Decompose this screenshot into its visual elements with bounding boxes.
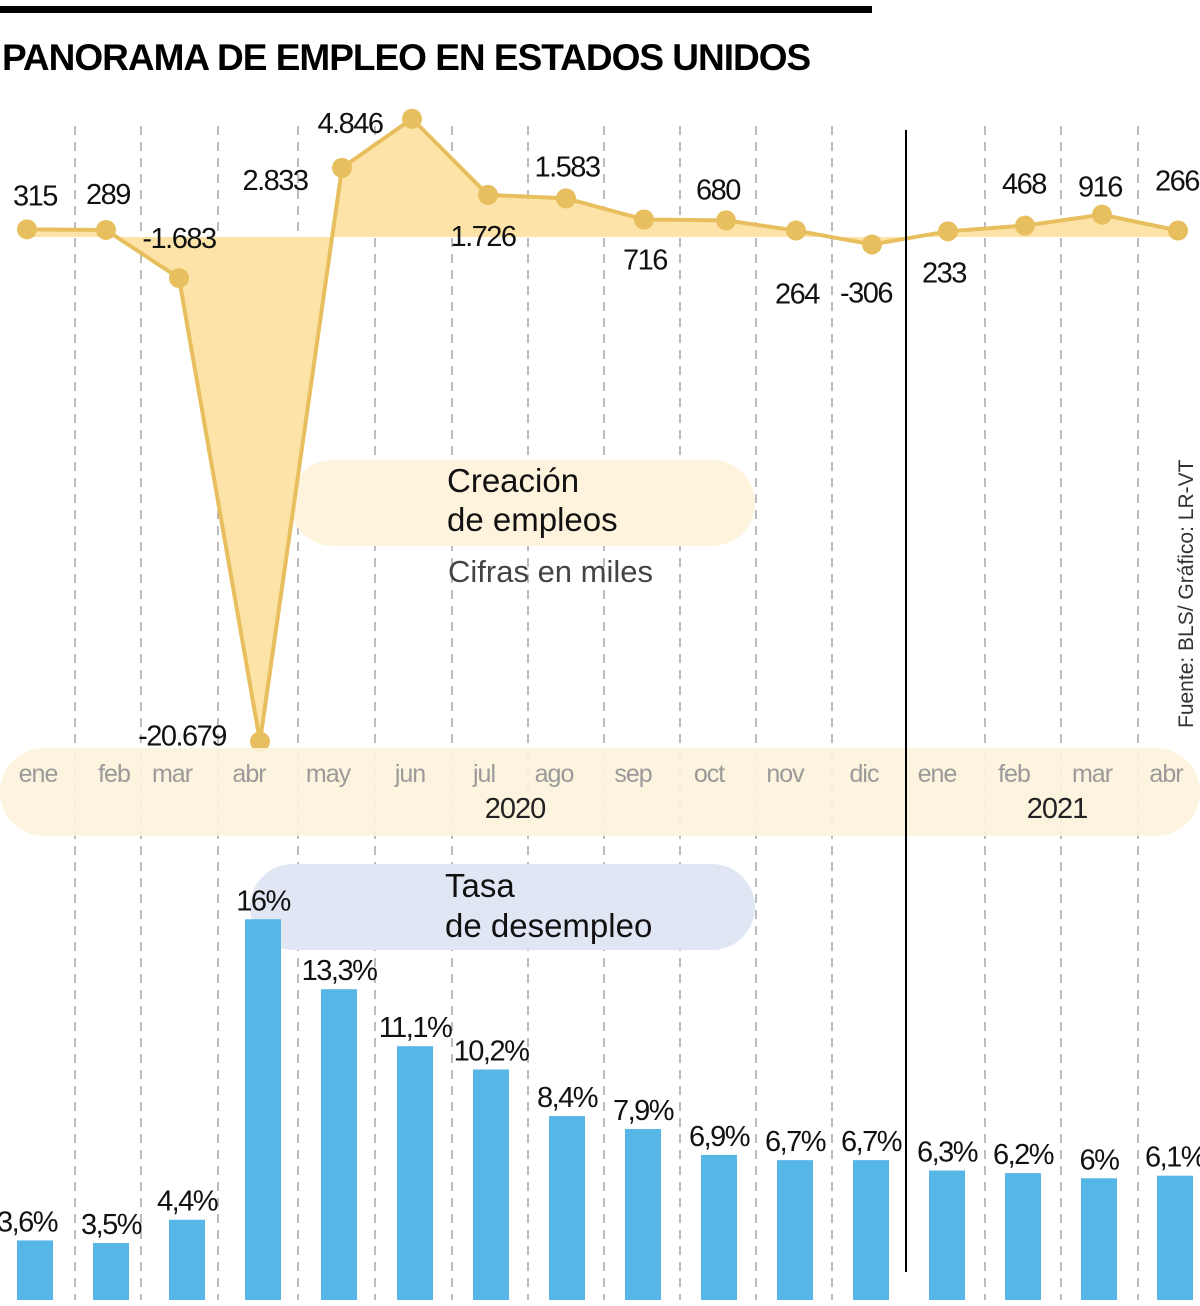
jobs-point: [938, 221, 958, 242]
jobs-value-label: 2.833: [242, 165, 307, 197]
year-label-2021: 2021: [1027, 793, 1088, 825]
jobs-value-label: 680: [696, 174, 740, 206]
unemployment-value-label: 8,4%: [537, 1082, 598, 1114]
unemployment-bar: [321, 989, 357, 1300]
year-label-2020: 2020: [485, 793, 546, 825]
month-label: abr: [232, 760, 266, 788]
jobs-point: [478, 184, 498, 205]
title-rule: [0, 6, 872, 13]
jobs-point: [556, 188, 576, 209]
month-label: jul: [472, 760, 495, 788]
unemployment-bar: [245, 919, 281, 1300]
legend-jobs-line1: Creación: [447, 462, 579, 499]
unemployment-bar: [777, 1160, 813, 1300]
month-label: jun: [394, 760, 425, 788]
month-label: ago: [535, 760, 574, 788]
jobs-value-label: -1.683: [142, 223, 216, 255]
unemployment-bar: [93, 1243, 129, 1300]
jobs-line: [26, 116, 1179, 742]
unemployment-bar: [1005, 1173, 1041, 1300]
unemployment-bar: [701, 1154, 737, 1300]
jobs-point: [862, 234, 882, 255]
unemployment-value-label: 3,6%: [0, 1206, 58, 1238]
month-label: mar: [152, 760, 193, 788]
jobs-value-label: 315: [13, 180, 57, 212]
month-label: may: [306, 760, 352, 788]
month-label: feb: [98, 760, 130, 788]
jobs-point: [96, 219, 116, 240]
jobs-value-label: -306: [840, 277, 892, 309]
jobs-point: [250, 731, 270, 752]
unemployment-bar: [929, 1170, 965, 1300]
jobs-value-label: 716: [623, 245, 667, 277]
jobs-point: [1168, 220, 1188, 241]
jobs-value-label: 266: [1155, 166, 1199, 198]
month-label: sep: [614, 760, 651, 788]
unemployment-bar: [853, 1160, 889, 1300]
unemployment-bar: [473, 1069, 509, 1300]
year-divider: [905, 130, 907, 1272]
legend-jobs-subtitle: Cifras en miles: [448, 554, 653, 589]
unemployment-value-label: 6,7%: [841, 1126, 902, 1158]
unemployment-value-label: 6,1%: [1145, 1142, 1200, 1174]
jobs-point: [716, 210, 736, 231]
jobs-point: [1015, 215, 1035, 236]
unemployment-value-label: 6,3%: [917, 1137, 978, 1169]
unemployment-bar: [1157, 1175, 1193, 1300]
unemployment-value-label: 13,3%: [302, 955, 377, 987]
unemployment-bar: [549, 1116, 585, 1300]
legend-box-jobs: [290, 460, 755, 546]
unemployment-value-label: 7,9%: [613, 1095, 674, 1127]
unemployment-value-label: 3,5%: [81, 1209, 142, 1241]
unemployment-value-label: 6,9%: [689, 1121, 750, 1153]
jobs-value-label: 289: [86, 179, 130, 211]
jobs-point: [169, 268, 189, 289]
unemployment-bar: [17, 1240, 53, 1300]
month-label: abr: [1149, 760, 1183, 788]
jobs-point: [634, 209, 654, 230]
month-label: ene: [19, 760, 58, 788]
jobs-value-label: 1.583: [534, 151, 599, 183]
jobs-value-label: 468: [1002, 169, 1046, 201]
unemployment-value-label: 6%: [1080, 1144, 1120, 1176]
unemployment-value-label: 10,2%: [454, 1035, 529, 1067]
month-label: oct: [694, 760, 725, 788]
unemployment-value-label: 4,4%: [157, 1186, 218, 1218]
month-label: mar: [1072, 760, 1113, 788]
unemployment-value-label: 6,7%: [765, 1126, 826, 1158]
unemployment-value-label: 11,1%: [379, 1012, 452, 1044]
month-label: nov: [766, 760, 805, 788]
jobs-value-label: 233: [922, 257, 966, 289]
legend-unemployment-line1: Tasa: [445, 867, 515, 904]
jobs-value-label: 916: [1078, 172, 1122, 204]
jobs-value-label: -20.679: [138, 721, 226, 753]
unemployment-value-label: 16%: [236, 885, 290, 917]
month-axis-band: [0, 748, 1200, 836]
month-label: ene: [918, 760, 957, 788]
unemployment-bar: [1081, 1178, 1117, 1300]
jobs-point: [1092, 204, 1112, 225]
jobs-value-label: 264: [775, 279, 820, 311]
jobs-point: [332, 157, 352, 178]
unemployment-bar: [625, 1129, 661, 1300]
unemployment-value-label: 6,2%: [993, 1139, 1054, 1171]
jobs-value-label: 1.726: [450, 221, 515, 253]
unemployment-bar: [169, 1219, 205, 1300]
jobs-point: [17, 219, 37, 240]
unemployment-bar: [397, 1046, 433, 1300]
chart-title: PANORAMA DE EMPLEO EN ESTADOS UNIDOS: [2, 37, 811, 78]
legend-unemployment-line2: de desempleo: [445, 907, 652, 944]
jobs-area: [27, 118, 1178, 742]
legend-box-unemployment: [250, 864, 755, 950]
jobs-value-label: 4.846: [317, 108, 382, 140]
month-label: feb: [998, 760, 1030, 788]
jobs-point: [786, 220, 806, 241]
jobs-point: [402, 108, 422, 129]
month-label: dic: [850, 760, 879, 788]
legend-jobs-line2: de empleos: [447, 501, 618, 538]
source-note: Fuente: BLS/ Gráfico: LR-VT: [1175, 459, 1198, 728]
